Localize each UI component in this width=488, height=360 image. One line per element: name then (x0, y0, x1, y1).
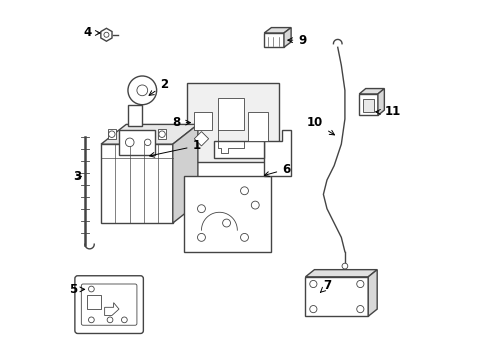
Circle shape (240, 233, 248, 241)
Polygon shape (377, 89, 384, 116)
Polygon shape (183, 176, 271, 252)
Text: 11: 11 (375, 105, 400, 118)
Text: 7: 7 (320, 279, 331, 292)
Circle shape (144, 139, 151, 145)
Circle shape (309, 280, 316, 288)
Circle shape (137, 85, 147, 96)
Bar (101, 144, 172, 223)
Circle shape (159, 131, 165, 138)
FancyBboxPatch shape (81, 284, 137, 325)
Circle shape (121, 317, 127, 323)
Bar (86, 295, 101, 309)
Circle shape (197, 205, 205, 213)
Circle shape (128, 76, 156, 105)
Polygon shape (101, 125, 198, 144)
Circle shape (356, 306, 363, 313)
Text: 2: 2 (149, 78, 168, 95)
Bar (158, 129, 166, 139)
Polygon shape (104, 303, 119, 316)
Polygon shape (264, 28, 290, 33)
Polygon shape (128, 105, 142, 126)
Circle shape (104, 32, 109, 37)
Bar (264, 33, 284, 47)
Circle shape (240, 187, 248, 195)
Text: 9: 9 (287, 33, 306, 47)
Bar (247, 112, 267, 140)
Polygon shape (284, 28, 290, 47)
Text: 5: 5 (69, 283, 84, 296)
Text: 4: 4 (83, 27, 100, 40)
Circle shape (107, 317, 113, 323)
Circle shape (341, 263, 347, 269)
Polygon shape (101, 28, 112, 41)
Text: 3: 3 (73, 170, 81, 183)
Polygon shape (172, 125, 198, 223)
Text: 10: 10 (306, 116, 334, 135)
Circle shape (251, 201, 259, 209)
Circle shape (222, 219, 230, 227)
Bar (194, 112, 212, 130)
Polygon shape (119, 130, 155, 155)
Bar (359, 94, 377, 116)
Text: 1: 1 (149, 139, 200, 157)
Polygon shape (194, 132, 208, 146)
Circle shape (356, 280, 363, 288)
Circle shape (197, 233, 205, 241)
Bar (107, 129, 116, 139)
Circle shape (309, 306, 316, 313)
Polygon shape (214, 140, 264, 158)
Circle shape (125, 138, 134, 147)
Polygon shape (264, 130, 290, 176)
Polygon shape (305, 270, 376, 277)
Polygon shape (359, 89, 384, 94)
Bar (187, 83, 278, 162)
Polygon shape (367, 270, 376, 316)
Text: 8: 8 (172, 116, 190, 129)
Circle shape (108, 131, 115, 138)
Text: 6: 6 (264, 163, 290, 176)
Bar (362, 99, 373, 112)
Circle shape (88, 286, 94, 292)
FancyBboxPatch shape (75, 276, 143, 333)
Bar (217, 98, 244, 130)
Bar (305, 277, 367, 316)
Circle shape (88, 317, 94, 323)
